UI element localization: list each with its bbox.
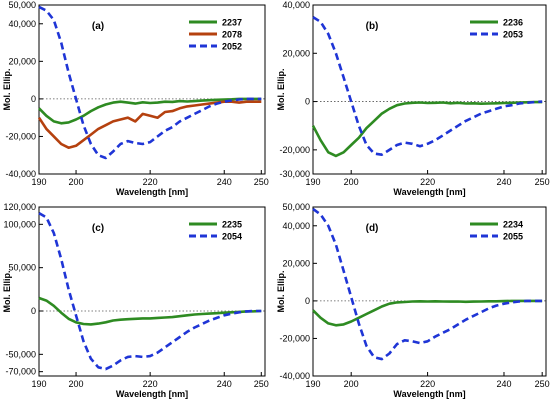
y-tick-label: -70,000 xyxy=(5,367,36,377)
legend-label-2236: 2236 xyxy=(503,18,523,28)
plot-frame xyxy=(312,4,547,175)
y-tick-label: -20,000 xyxy=(279,333,310,343)
y-axis-title: Mol. Ellip. xyxy=(276,69,286,111)
series-line-2235 xyxy=(38,296,262,326)
y-tick-label: 50,000 xyxy=(8,263,36,273)
x-tick-label: 200 xyxy=(69,379,84,389)
y-tick-label: 100,000 xyxy=(3,219,36,229)
y-tick-label: 50,000 xyxy=(8,0,36,10)
legend-label-2054: 2054 xyxy=(222,232,242,242)
series-line-2052 xyxy=(38,5,262,160)
y-tick-label: -40,000 xyxy=(279,371,310,381)
panel-label: (c) xyxy=(92,223,104,234)
x-tick-label: 190 xyxy=(31,379,46,389)
y-tick-label: 0 xyxy=(305,296,310,306)
x-axis-title: Wavelength [nm] xyxy=(116,389,188,399)
x-tick-label: 200 xyxy=(344,177,359,187)
panel-label: (a) xyxy=(92,21,104,32)
y-tick-label: 20,000 xyxy=(282,48,310,58)
x-tick-label: 190 xyxy=(305,379,320,389)
chart-panel-3: 190 200 220 240 250 -70,000 -50,000 0 50,000 100,… xyxy=(2,202,269,399)
x-axis-title: Wavelength [nm] xyxy=(393,389,465,399)
x-tick-label: 220 xyxy=(143,177,158,187)
x-axis-title: Wavelength [nm] xyxy=(393,187,465,197)
legend-label-2237: 2237 xyxy=(222,18,242,28)
x-tick-label: 190 xyxy=(31,177,46,187)
x-tick-label: 220 xyxy=(420,177,435,187)
x-tick-label: 250 xyxy=(254,379,269,389)
y-tick-label: -20,000 xyxy=(279,145,310,155)
y-axis-title: Mol. Ellip. xyxy=(276,271,286,313)
y-tick-label: 50,000 xyxy=(282,202,310,212)
x-tick-label: 240 xyxy=(496,379,511,389)
legend-label-2053: 2053 xyxy=(503,30,523,40)
y-tick-label: 0 xyxy=(305,97,310,107)
y-tick-label: 0 xyxy=(31,306,36,316)
y-tick-label: 120,000 xyxy=(3,202,36,212)
y-tick-label: -50,000 xyxy=(5,349,36,359)
x-tick-label: 200 xyxy=(69,177,84,187)
series-line-2078 xyxy=(37,100,262,149)
chart-panel-1: 190 200 220 240 250 -40,000 -20,000 0 20,000 40,0… xyxy=(2,0,269,197)
panel-label: (b) xyxy=(366,21,379,32)
series-line-2234 xyxy=(312,299,543,327)
series-line-2053 xyxy=(312,16,543,156)
legend-label-2052: 2052 xyxy=(222,42,242,52)
x-tick-label: 190 xyxy=(305,177,320,187)
y-tick-label: 20,000 xyxy=(8,56,36,66)
y-tick-label: -40,000 xyxy=(5,169,36,179)
x-tick-label: 240 xyxy=(217,379,232,389)
y-tick-label: -30,000 xyxy=(279,169,310,179)
x-tick-label: 240 xyxy=(496,177,511,187)
series-line-2055 xyxy=(312,207,543,361)
y-tick-label: 0 xyxy=(31,94,36,104)
legend-label-2235: 2235 xyxy=(222,220,242,230)
y-axis-title: Mol. Ellip. xyxy=(2,271,12,313)
plot-frame xyxy=(38,4,266,175)
x-tick-label: 200 xyxy=(344,379,359,389)
x-tick-label: 250 xyxy=(535,379,550,389)
x-tick-label: 220 xyxy=(143,379,158,389)
x-tick-label: 250 xyxy=(254,177,269,187)
panel-label: (d) xyxy=(366,223,379,234)
series-line-2237 xyxy=(38,97,262,125)
x-tick-label: 240 xyxy=(217,177,232,187)
series-line-2054 xyxy=(38,211,262,371)
y-tick-label: 40,000 xyxy=(8,19,36,29)
legend-label-2055: 2055 xyxy=(503,232,523,242)
chart-panel-2: 190 200 220 240 250 -30,000 -20,000 0 20,000 40,0… xyxy=(276,0,550,197)
y-tick-label: -20,000 xyxy=(5,131,36,141)
x-tick-label: 220 xyxy=(420,379,435,389)
chart-panel-4: 190 200 220 240 250 -40,000 -20,000 0 20,000 40,0… xyxy=(276,202,550,399)
legend-label-2078: 2078 xyxy=(222,30,242,40)
plot-frame xyxy=(38,206,266,377)
y-axis-title: Mol. Ellip. xyxy=(2,69,12,111)
plot-frame xyxy=(312,206,547,377)
x-axis-title: Wavelength [nm] xyxy=(116,187,188,197)
x-tick-label: 250 xyxy=(535,177,550,187)
y-tick-label: 20,000 xyxy=(282,258,310,268)
legend-label-2234: 2234 xyxy=(503,220,523,230)
y-tick-label: 40,000 xyxy=(282,221,310,231)
y-tick-label: 40,000 xyxy=(282,0,310,10)
series-line-2236 xyxy=(311,100,543,158)
